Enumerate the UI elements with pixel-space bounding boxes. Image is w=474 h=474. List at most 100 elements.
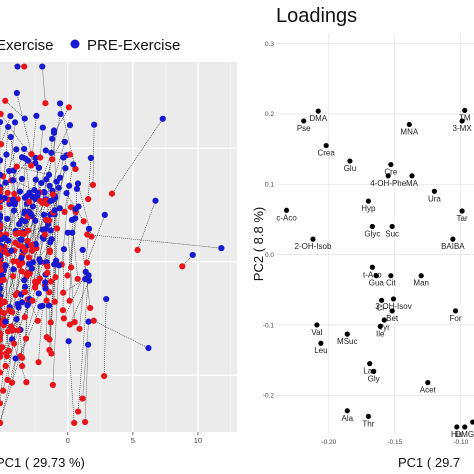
exercise-point xyxy=(0,267,4,274)
pair-line xyxy=(70,209,76,268)
exercise-point xyxy=(35,359,42,366)
left-x-tick-label: 10 xyxy=(194,436,202,445)
pair-line xyxy=(54,196,56,278)
pair-line xyxy=(7,213,32,254)
pair-line xyxy=(49,155,68,251)
pre-exercise-point xyxy=(21,208,28,215)
right-y-tick-label: 0.2 xyxy=(265,111,274,118)
loading-dot xyxy=(409,173,415,179)
pair-line xyxy=(59,103,76,170)
loading-point: MA xyxy=(406,173,419,188)
pre-exercise-point xyxy=(16,220,23,228)
exercise-point xyxy=(37,197,44,205)
loading-point: 2-OH-Isob xyxy=(295,236,332,251)
pre-exercise-point xyxy=(10,207,18,214)
loading-dot xyxy=(454,424,460,430)
pre-exercise-point xyxy=(16,188,24,195)
exercise-point xyxy=(43,297,50,304)
loading-dot xyxy=(365,198,371,204)
exercise-point xyxy=(0,400,4,407)
loading-label: Ura xyxy=(428,194,441,203)
loading-dot xyxy=(452,308,459,314)
pre-exercise-point xyxy=(73,185,81,193)
exercise-point xyxy=(0,336,4,343)
pre-exercise-point xyxy=(11,119,19,126)
exercise-point xyxy=(0,369,4,376)
exercise-point xyxy=(75,408,82,415)
loading-dot xyxy=(462,424,468,430)
pair-line xyxy=(0,269,14,404)
pre-exercise-point xyxy=(39,124,46,131)
pre-exercise-point xyxy=(42,147,49,154)
exercise-point xyxy=(108,190,116,197)
loading-point: c-Aco xyxy=(276,207,297,222)
pre-exercise-point xyxy=(39,63,46,70)
exercise-point xyxy=(0,245,4,252)
loading-dot xyxy=(462,107,468,113)
pair-line xyxy=(87,234,222,249)
exercise-point xyxy=(74,275,81,283)
exercise-point xyxy=(54,225,61,232)
pre-exercise-point xyxy=(42,279,49,286)
exercise-point xyxy=(68,264,75,271)
pre-exercise-point xyxy=(39,226,46,233)
pre-exercise-point xyxy=(0,285,4,292)
exercise-point xyxy=(43,216,50,223)
exercise-point xyxy=(8,379,16,386)
pre-exercise-point xyxy=(69,229,76,236)
loading-point: t-Aco xyxy=(363,264,382,279)
loading-dot xyxy=(373,273,379,279)
pre-exercise-point xyxy=(48,149,55,156)
pair-line xyxy=(84,344,89,423)
exercise-point xyxy=(49,381,56,389)
exercise-point xyxy=(49,156,56,163)
pre-exercise-point xyxy=(35,164,43,171)
pre-exercise-point xyxy=(0,171,4,178)
loading-point: Gua xyxy=(369,273,384,288)
loading-point: Man xyxy=(413,273,429,288)
exercise-point xyxy=(65,104,73,111)
loading-dot xyxy=(347,158,353,164)
exercise-point xyxy=(11,190,18,198)
exercise-point xyxy=(64,272,71,279)
exercise-point xyxy=(0,276,7,283)
pair-line xyxy=(24,238,44,318)
loading-point: Suc xyxy=(385,223,399,238)
pre-exercise-point xyxy=(1,234,8,241)
loading-label: c-Aco xyxy=(276,213,297,222)
loading-label: 4-OH-Phe xyxy=(370,179,407,188)
loading-label: t-Aco xyxy=(363,270,382,279)
loading-label: BAIBA xyxy=(441,242,465,251)
pre-exercise-point xyxy=(21,145,28,153)
loading-point: Ala xyxy=(341,408,354,423)
loading-dot xyxy=(390,296,397,302)
pre-exercise-point xyxy=(21,115,28,122)
exercise-point xyxy=(60,315,67,322)
loading-label: Leu xyxy=(314,346,327,355)
pre-exercise-point xyxy=(21,283,29,290)
exercise-point xyxy=(81,418,89,426)
pre-exercise-point xyxy=(5,123,12,131)
pre-exercise-point xyxy=(87,154,95,162)
pair-line xyxy=(38,305,43,363)
loading-dot xyxy=(283,207,290,213)
exercise-point xyxy=(89,181,97,189)
loading-point: DMG xyxy=(455,424,474,439)
pre-exercise-point xyxy=(0,157,4,164)
loading-dot xyxy=(389,308,395,314)
pre-exercise-point xyxy=(91,121,98,128)
exercise-point xyxy=(26,254,33,261)
right-y-tick-label: -0.1 xyxy=(263,322,275,329)
left-x-ticks: 0 5 10 xyxy=(66,432,202,445)
exercise-point xyxy=(28,151,35,158)
loading-label: Suc xyxy=(385,229,399,238)
exercise-point xyxy=(0,419,4,427)
pre-exercise-point xyxy=(10,266,17,273)
loading-label: 2-OH-Isob xyxy=(295,242,332,251)
pre-exercise-point xyxy=(10,177,17,184)
loading-point: Hyp xyxy=(361,198,376,213)
left-panel: Exercise PRE-Exercise 0 5 10 PC1 ( 29.73 %… xyxy=(0,37,237,470)
exercise-point xyxy=(24,237,31,244)
loading-point: Leu xyxy=(314,340,328,355)
exercise-point xyxy=(22,335,30,342)
